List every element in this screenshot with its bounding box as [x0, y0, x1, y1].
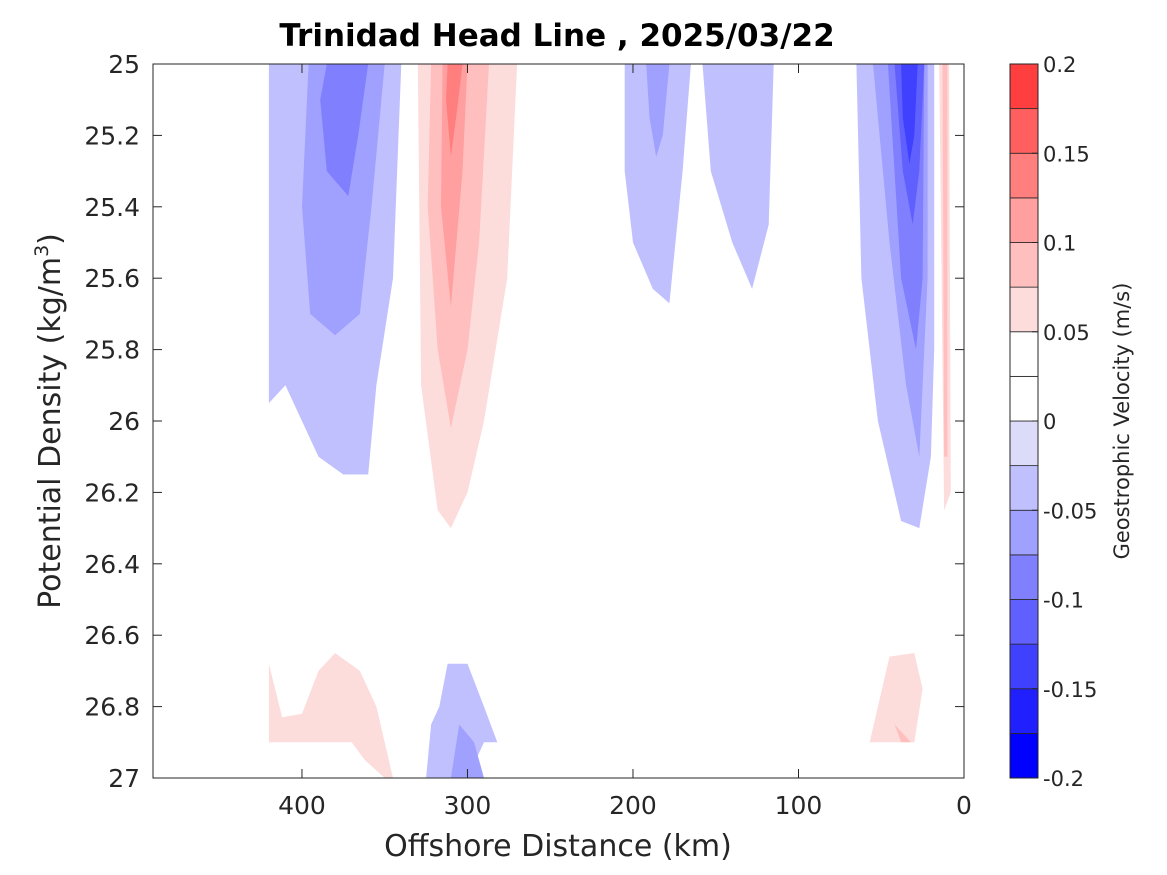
- colorbar-tick-label: -0.2: [1043, 767, 1084, 791]
- contour-fill-level: [450, 724, 484, 778]
- colorbar-segment: [1009, 197, 1039, 243]
- contour-region: [869, 653, 923, 743]
- colorbar-label: Geostrophic Velocity (m/s): [1110, 283, 1134, 560]
- contour-fill-level: [426, 663, 506, 778]
- contour-region: [939, 64, 951, 511]
- colorbar-tick-label: -0.15: [1043, 678, 1097, 702]
- y-tick-label: 26.2: [84, 478, 140, 507]
- contour-region: [417, 64, 518, 529]
- y-tick-label: 25.4: [84, 193, 140, 222]
- contour-fill-level: [702, 64, 774, 289]
- contour-fill-level: [441, 64, 468, 307]
- contour-fill-level: [320, 64, 369, 197]
- y-tick-label: 26: [108, 407, 140, 436]
- colorbar-tick-label: 0.2: [1043, 53, 1076, 77]
- x-axis-label: Offshore Distance (km): [384, 829, 732, 864]
- x-tick-label: 100: [775, 791, 823, 820]
- y-tick-label: 25.2: [84, 121, 140, 150]
- contour-fill-level: [942, 64, 948, 457]
- contour-fill-level: [894, 724, 911, 743]
- colorbar-segment: [1009, 331, 1039, 377]
- contour-fill-level: [302, 64, 385, 336]
- colorbar-segment: [1009, 420, 1039, 467]
- y-axis-label-superscript: 3: [31, 245, 53, 257]
- x-ticks: 400 300 200 100 0: [278, 64, 972, 820]
- y-tick-label: 25.8: [84, 336, 140, 365]
- colorbar-segment: [1009, 688, 1039, 734]
- colorbar-tick-label: 0.05: [1043, 321, 1090, 345]
- contour-fill-level: [268, 653, 393, 778]
- y-tick-label: 26.4: [84, 550, 140, 579]
- contour-region: [268, 653, 393, 778]
- contour-fill-level: [624, 64, 691, 304]
- chart-title: Trinidad Head Line , 2025/03/22: [279, 18, 834, 54]
- y-tick-label: 26.8: [84, 693, 140, 722]
- contour-fill-level: [869, 653, 923, 743]
- colorbar-tick-label: 0.1: [1043, 232, 1076, 256]
- contour-fill-level: [901, 64, 918, 164]
- colorbar-segment: [1009, 465, 1039, 511]
- y-axis-label-main: Potential Density (kg/m: [33, 257, 68, 609]
- colorbar-segment: [1009, 643, 1039, 690]
- contour-region: [624, 64, 774, 304]
- contour-fills: [268, 64, 951, 778]
- colorbar-segment: [1009, 63, 1039, 110]
- y-ticks: 25 25.2 25.4 25.6 25.8 26 26.2 26.4 26.6 26.8 27: [84, 50, 964, 793]
- colorbar-segment: [1009, 509, 1039, 556]
- colorbar-segment: [1009, 152, 1039, 199]
- colorbar-segment: [1009, 108, 1039, 154]
- x-tick-label: 400: [278, 791, 326, 820]
- y-tick-label: 25.6: [84, 264, 140, 293]
- colorbar-tick-label: 0.15: [1043, 142, 1090, 166]
- plot-area: 400 300 200 100 0 25 25.2 25.4 25.6 25.8 26 26.2 26…: [84, 50, 972, 820]
- colorbar: 0.2 0.15 0.1 0.05 0 -0.05 -0.1 -0.15 -0.2: [1009, 53, 1097, 791]
- colorbar-segment: [1009, 599, 1039, 645]
- contour-region: [268, 64, 402, 475]
- colorbar-tick-label: -0.1: [1043, 589, 1084, 613]
- contour-fill-level: [446, 64, 463, 157]
- y-axis-label: Potential Density (kg/m3): [31, 233, 68, 609]
- colorbar-segment: [1009, 286, 1039, 333]
- colorbar-segment: [1009, 242, 1039, 288]
- contour-fill-level: [646, 64, 670, 157]
- contour-region: [426, 663, 506, 778]
- y-tick-label: 25: [108, 50, 140, 79]
- colorbar-tick-label: -0.05: [1043, 499, 1097, 523]
- colorbar-segment: [1009, 732, 1039, 779]
- x-tick-label: 200: [609, 791, 657, 820]
- colorbar-tick-label: 0: [1043, 410, 1056, 434]
- contour-region: [856, 64, 935, 529]
- colorbar-segment: [1009, 375, 1039, 422]
- colorbar-segment: [1009, 554, 1039, 600]
- y-tick-label: 26.6: [84, 621, 140, 650]
- y-tick-label: 27: [108, 764, 140, 793]
- y-axis-label-close: ): [33, 233, 68, 245]
- x-tick-label: 300: [444, 791, 492, 820]
- x-tick-label: 0: [956, 791, 972, 820]
